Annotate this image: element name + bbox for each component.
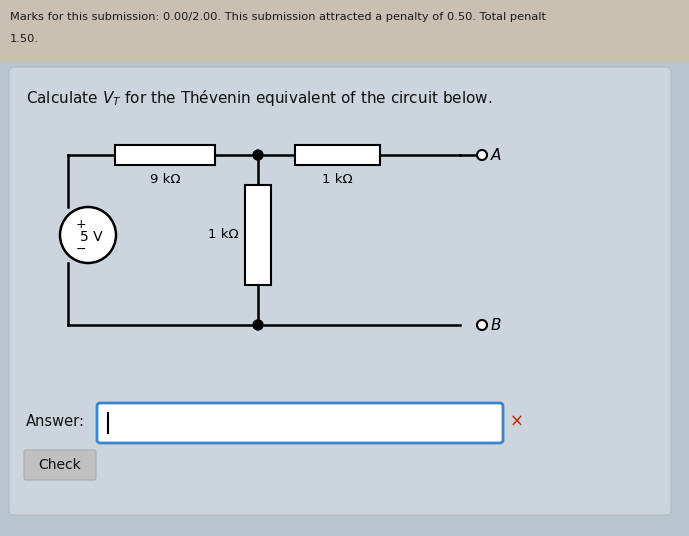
Circle shape	[60, 207, 116, 263]
Text: Marks for this submission: 0.00/2.00. This submission attracted a penalty of 0.5: Marks for this submission: 0.00/2.00. Th…	[10, 12, 546, 22]
Text: Calculate $V_T$ for the Thévenin equivalent of the circuit below.: Calculate $V_T$ for the Thévenin equival…	[26, 88, 493, 108]
Text: Answer:: Answer:	[26, 414, 85, 429]
FancyBboxPatch shape	[24, 450, 96, 480]
Text: 9 kΩ: 9 kΩ	[150, 173, 181, 186]
Text: 5 V: 5 V	[80, 230, 102, 244]
FancyBboxPatch shape	[295, 145, 380, 165]
Text: 1 kΩ: 1 kΩ	[322, 173, 353, 186]
Text: Check: Check	[39, 458, 81, 472]
FancyBboxPatch shape	[245, 185, 271, 285]
Circle shape	[477, 320, 487, 330]
Text: +: +	[76, 219, 86, 232]
Text: A: A	[491, 147, 502, 162]
Text: −: −	[76, 242, 86, 256]
Text: B: B	[491, 317, 502, 332]
Circle shape	[253, 150, 263, 160]
Bar	[0, 0, 689, 62]
Circle shape	[253, 320, 263, 330]
FancyBboxPatch shape	[9, 67, 671, 515]
Text: 1.50.: 1.50.	[10, 34, 39, 44]
Circle shape	[477, 150, 487, 160]
FancyBboxPatch shape	[97, 403, 503, 443]
FancyBboxPatch shape	[115, 145, 215, 165]
Text: ×: ×	[510, 413, 524, 431]
Text: 1 kΩ: 1 kΩ	[208, 228, 239, 242]
